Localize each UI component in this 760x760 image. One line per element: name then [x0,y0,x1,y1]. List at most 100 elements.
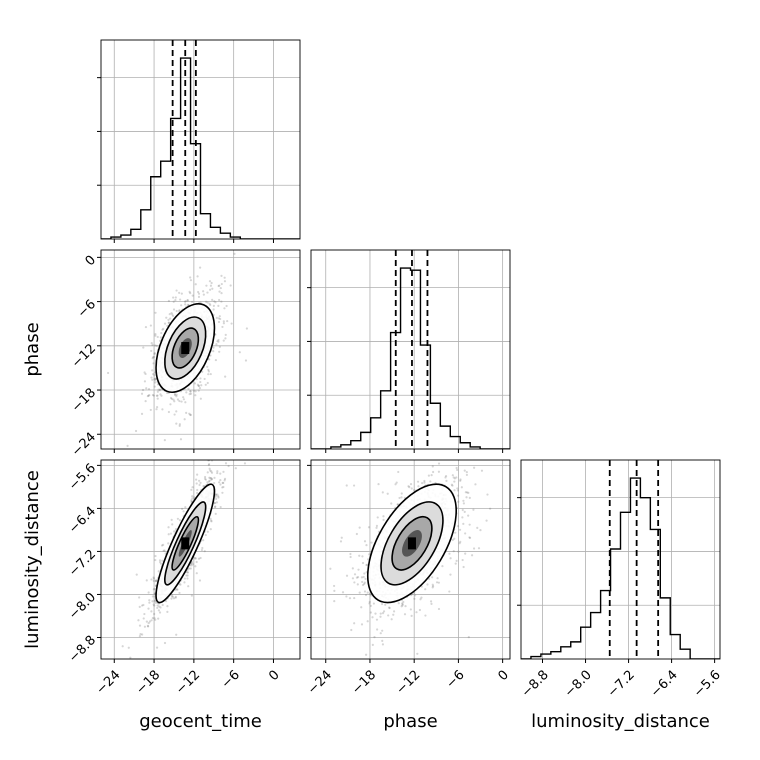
sample-point [161,328,164,331]
sample-point [197,384,200,387]
sample-point [431,576,434,579]
sample-point [199,377,202,380]
sample-point [204,478,207,481]
sample-point [175,633,178,636]
sample-point [365,544,368,547]
sample-point [195,478,198,481]
sample-point [173,413,176,416]
sample-point [414,594,417,597]
sample-point [361,561,365,565]
sample-point [188,290,191,293]
x-tick-label-luminosity_distance: −6.4 [648,668,681,701]
sample-point [218,298,221,302]
sample-point [421,481,424,485]
x-tick-label-geocent_time: −6 [219,668,243,692]
sample-point [225,304,228,308]
sample-point [212,346,215,349]
density-peak [407,537,416,550]
sample-point [209,284,213,287]
sample-point [382,610,386,613]
sample-point [141,388,145,392]
sample-point [206,481,209,484]
sample-point [357,568,360,571]
sample-point [158,389,162,392]
sample-point [387,614,390,617]
sample-point [190,564,193,567]
sample-point [170,518,173,521]
x-tick-label-geocent_time: −18 [133,668,163,698]
sample-point [448,590,451,593]
sample-point [138,624,142,627]
sample-point [463,469,466,472]
sample-point [196,473,199,476]
sample-point [196,488,199,492]
sample-point [153,352,156,356]
sample-point [355,576,359,579]
sample-point [151,617,154,620]
sample-point [216,340,219,343]
sample-point [213,476,216,479]
density-peak [181,537,190,550]
histogram-luminosity_distance [521,477,720,659]
sample-point [364,577,367,580]
sample-point [208,302,211,305]
sample-point [413,489,416,492]
sample-point [126,444,129,448]
sample-point [462,565,465,569]
sample-point [167,533,170,536]
sample-point [210,520,213,523]
sample-point [183,577,186,580]
sample-point [223,441,225,443]
sample-point [209,354,212,357]
sample-point [390,502,393,505]
sample-point [199,556,202,560]
sample-point [186,298,189,302]
sample-point [194,283,197,286]
sample-point [340,536,343,539]
panel-frame [310,459,511,660]
sample-point [455,476,458,479]
sample-point [143,371,146,374]
sample-point [426,583,429,586]
sample-point [368,600,371,603]
sample-point [424,588,427,591]
sample-point [461,516,464,519]
sample-point [371,643,374,646]
sample-point [465,471,468,474]
sample-point [202,290,205,293]
sample-point [167,526,170,529]
sample-point [400,496,403,499]
sample-point [162,327,165,330]
sample-point [190,488,193,491]
sample-point [453,537,456,540]
sample-point [161,408,164,411]
sample-point [382,518,385,521]
sample-point [454,531,457,534]
sample-point [222,470,225,473]
sample-point [214,495,217,498]
sample-point [461,508,464,512]
sample-point [189,413,192,416]
sample-point [360,606,363,609]
sample-point [431,586,434,589]
y-tick-label-phase: −6 [75,297,99,321]
sample-point [184,300,187,303]
sample-point [154,377,157,380]
sample-point [174,595,177,598]
sample-point [209,303,212,307]
sample-point [209,476,212,480]
sample-point [451,538,454,542]
sample-point [238,351,241,354]
sample-point [169,317,172,320]
sample-point [206,530,209,533]
sample-point [189,567,192,570]
sample-point [152,356,155,359]
sample-point [194,390,197,393]
sample-point [202,485,205,488]
sample-point [188,393,191,396]
sample-point [437,462,441,465]
sample-point [184,401,187,404]
sample-point [143,612,146,616]
sample-point [212,304,215,307]
sample-point [332,584,336,588]
